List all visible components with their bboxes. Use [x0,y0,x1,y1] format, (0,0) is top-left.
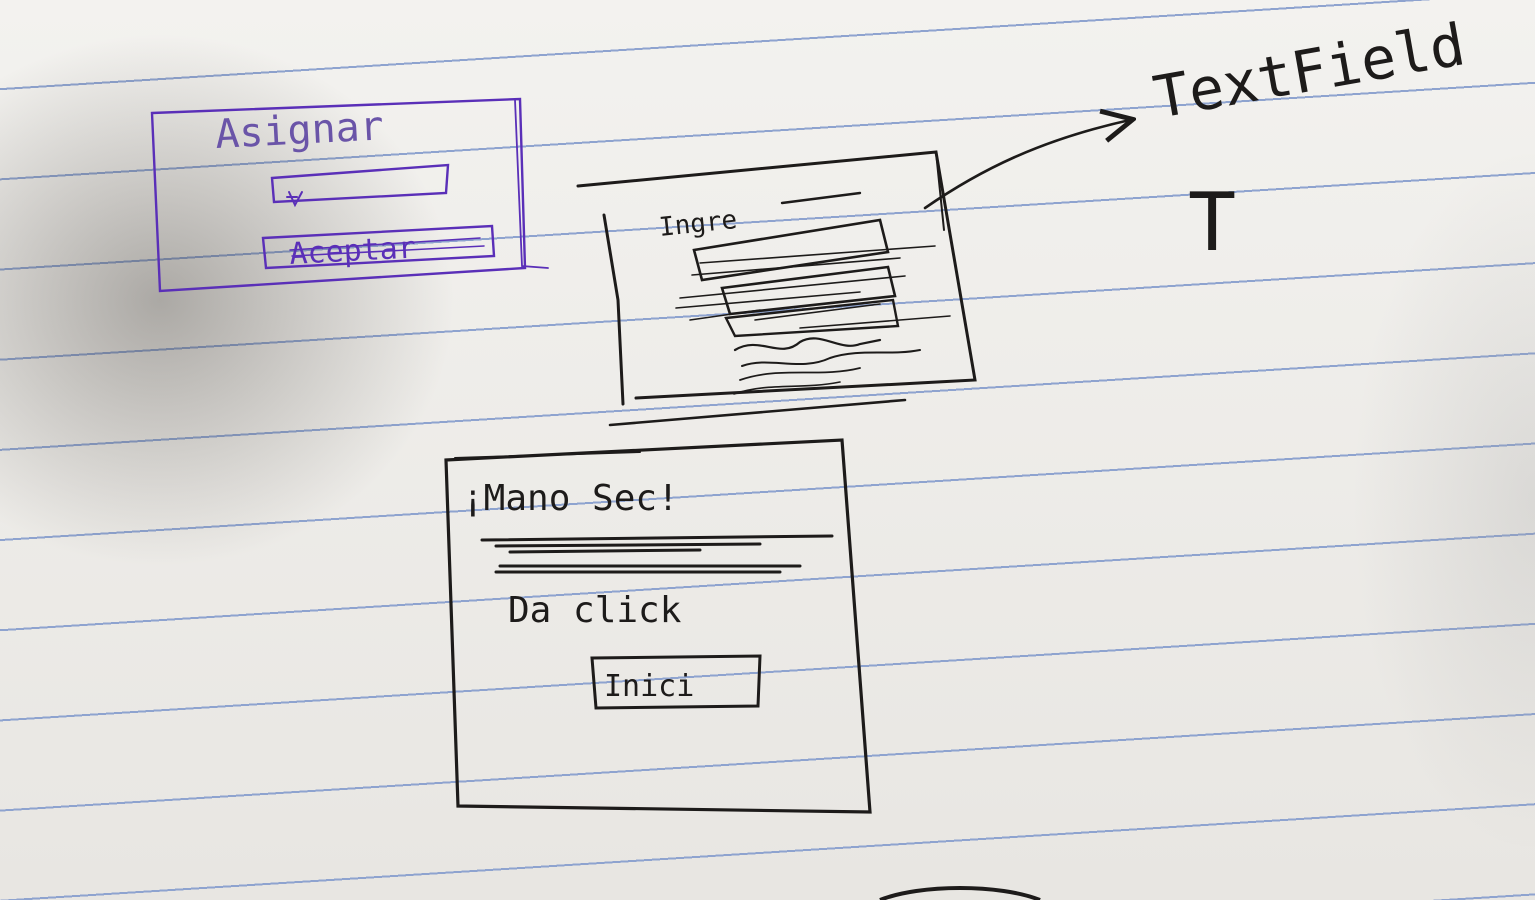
welcome-title: ¡Mano Sec! [462,478,679,519]
input-panel-label: Ingre [658,205,739,243]
accept-button-frame[interactable] [261,224,496,270]
assign-dropdown[interactable] [270,163,450,204]
welcome-panel: ¡Mano Sec! Da click Inici [444,438,872,814]
annotation-label: TextField [1149,10,1470,132]
welcome-instruction: Da click [508,590,682,631]
page-edge [879,886,1041,900]
annotation-symbol: T [1188,176,1236,269]
text-input-field-2[interactable] [720,265,897,316]
assign-panel-frame [150,97,527,293]
textfield-annotation: TextField T [923,10,1470,269]
annotation-arrow [923,120,1130,210]
start-button-label: Inici [604,669,694,704]
assign-panel-title: Asignar [214,103,385,158]
welcome-panel-frame [444,438,872,814]
chevron-down-icon [286,191,303,208]
input-panel: Ingre [576,150,977,427]
welcome-scribble-2 [494,564,802,574]
start-button-frame[interactable] [590,654,762,710]
assign-panel: Asignar Aceptar [150,97,549,293]
text-input-field-1[interactable] [692,218,890,282]
welcome-scribble-1 [480,534,834,554]
